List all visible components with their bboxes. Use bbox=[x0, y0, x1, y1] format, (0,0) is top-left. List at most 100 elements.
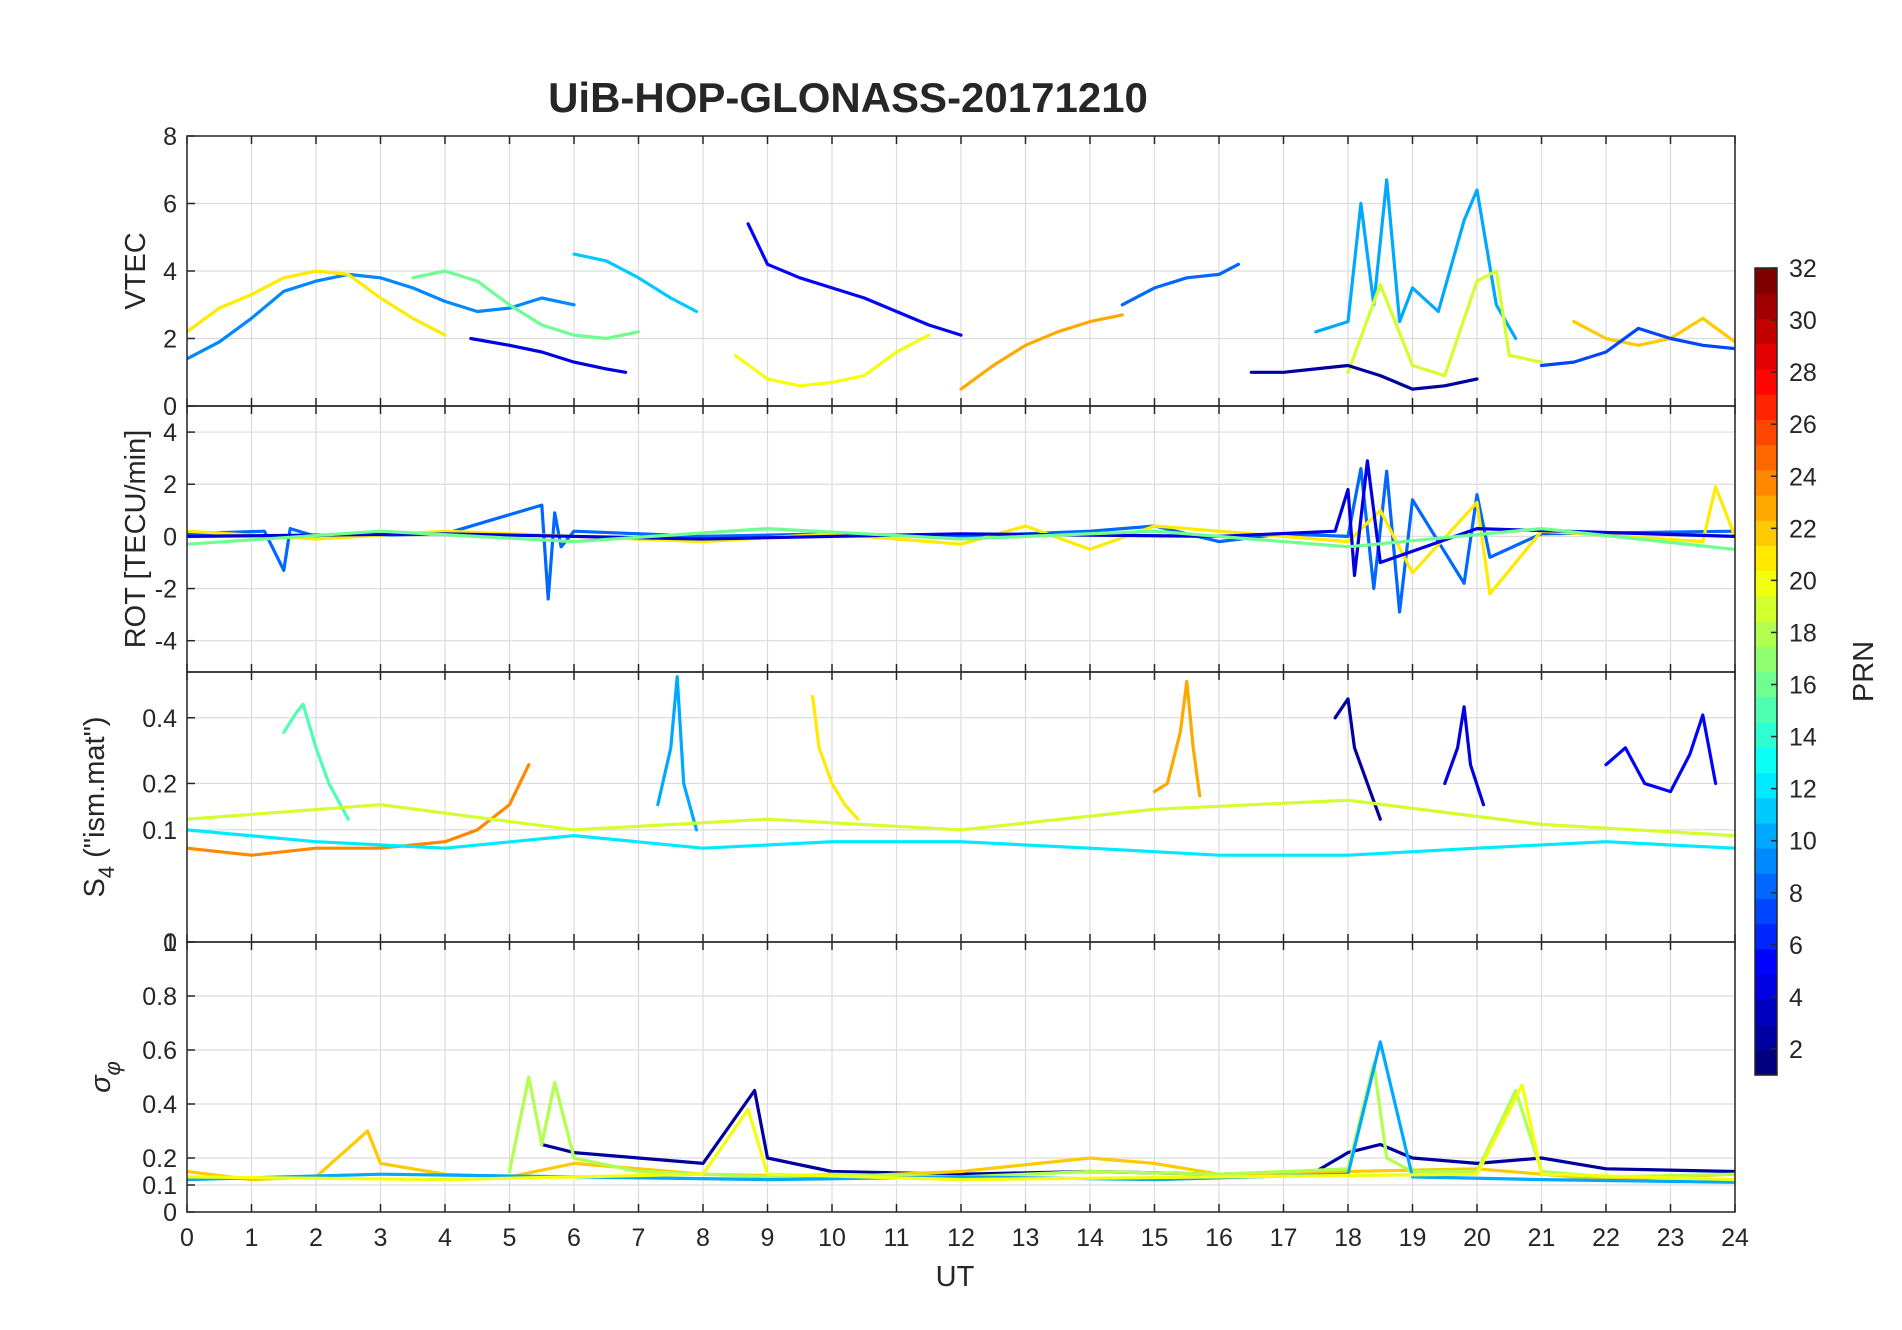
y-axis-label: S4 ("ism.mat") bbox=[79, 716, 119, 897]
colorbar-label: PRN bbox=[1848, 641, 1880, 702]
x-tick-label: 20 bbox=[1463, 1224, 1491, 1252]
y-axis-label: σφ bbox=[85, 1061, 125, 1093]
y-tick-label: 0 bbox=[163, 393, 177, 421]
colorbar-segment bbox=[1755, 545, 1777, 572]
y-tick-label: 2 bbox=[163, 326, 177, 354]
colorbar-segment bbox=[1755, 898, 1777, 925]
colorbar-segment bbox=[1755, 318, 1777, 345]
x-tick-label: 9 bbox=[761, 1224, 775, 1252]
x-tick-label: 4 bbox=[438, 1224, 452, 1252]
y-tick-label: 0 bbox=[163, 1199, 177, 1227]
series-line-prn-21 bbox=[810, 694, 860, 821]
y-tick-label: 0 bbox=[163, 929, 177, 957]
colorbar-segment bbox=[1755, 747, 1777, 773]
series-line-prn-19 bbox=[187, 798, 1735, 838]
series-line-prn-24 bbox=[187, 763, 531, 857]
colorbar-tick-label: 22 bbox=[1789, 515, 1817, 543]
colorbar-segment bbox=[1755, 595, 1777, 622]
colorbar-tick-label: 26 bbox=[1789, 411, 1817, 439]
y-tick-label: 6 bbox=[163, 191, 177, 219]
x-tick-label: 2 bbox=[309, 1224, 323, 1252]
x-tick-label: 18 bbox=[1334, 1224, 1362, 1252]
colorbar-segment bbox=[1755, 923, 1777, 950]
colorbar-segment bbox=[1755, 721, 1777, 748]
colorbar-segment bbox=[1755, 999, 1777, 1026]
y-tick-label: -2 bbox=[155, 576, 177, 604]
colorbar-segment bbox=[1755, 469, 1777, 496]
colorbar-tick-label: 20 bbox=[1789, 567, 1817, 595]
series-group bbox=[187, 675, 1735, 857]
x-tick-label: 14 bbox=[1076, 1224, 1104, 1252]
colorbar-tick-label: 2 bbox=[1789, 1036, 1803, 1064]
panel-rot: -4 -2 0 2 4 ROT [TECU/min] bbox=[120, 405, 1736, 673]
y-tick-label: 0.6 bbox=[142, 1037, 177, 1065]
y-tick-label: 8 bbox=[163, 123, 177, 151]
series-line-prn-9 bbox=[187, 272, 576, 361]
series-line-prn-16 bbox=[187, 526, 1735, 552]
x-tick-label: 7 bbox=[632, 1224, 646, 1252]
colorbar-segment bbox=[1755, 772, 1777, 799]
x-tick-label: 23 bbox=[1657, 1224, 1685, 1252]
y-tick-label: 0.1 bbox=[142, 817, 177, 845]
colorbar-tick-label: 24 bbox=[1789, 463, 1817, 491]
series-line-prn-4 bbox=[1443, 705, 1486, 807]
y-tick-label: 0.1 bbox=[142, 1172, 177, 1200]
colorbar-tick-label: 18 bbox=[1789, 619, 1817, 647]
colorbar-segment bbox=[1755, 948, 1777, 975]
series-line-prn-11 bbox=[572, 252, 699, 314]
colorbar-segment bbox=[1755, 621, 1777, 647]
panel-s4: 0 0.1 0.2 0.4 S4 ("ism.mat") bbox=[79, 671, 1736, 957]
colorbar-tick-label: 32 bbox=[1789, 255, 1817, 283]
x-tick-label: 0 bbox=[180, 1224, 194, 1252]
colorbar-segment bbox=[1755, 368, 1777, 395]
x-tick-label: 3 bbox=[374, 1224, 388, 1252]
series-group bbox=[187, 178, 1735, 391]
colorbar-segment bbox=[1755, 268, 1777, 294]
series-line-prn-21 bbox=[187, 269, 447, 337]
series-line-prn-4 bbox=[469, 336, 628, 374]
colorbar-segment bbox=[1755, 974, 1777, 1000]
colorbar-segment bbox=[1755, 293, 1777, 320]
x-tick-label: 24 bbox=[1721, 1224, 1749, 1252]
colorbar-segment bbox=[1755, 848, 1777, 874]
colorbar-segment bbox=[1755, 1049, 1777, 1076]
x-tick-label: 6 bbox=[567, 1224, 581, 1252]
y-tick-label: 0 bbox=[163, 523, 177, 551]
colorbar-segment bbox=[1755, 494, 1777, 521]
chart-title: UiB-HOP-GLONASS-20171210 bbox=[548, 74, 1148, 121]
series-line-prn-10 bbox=[187, 1040, 1735, 1184]
colorbar-segment bbox=[1755, 797, 1777, 824]
x-tick-label: 16 bbox=[1205, 1224, 1233, 1252]
x-axis-label: UT bbox=[936, 1261, 975, 1293]
y-tick-label: 1 bbox=[163, 929, 177, 957]
y-tick-label: 4 bbox=[163, 419, 177, 447]
colorbar-tick-label: 14 bbox=[1789, 724, 1817, 752]
colorbar-segment bbox=[1755, 520, 1777, 547]
colorbar-segment bbox=[1755, 570, 1777, 597]
x-tick-label: 21 bbox=[1528, 1224, 1556, 1252]
series-line-prn-16 bbox=[411, 269, 641, 341]
x-tick-label: 1 bbox=[245, 1224, 259, 1252]
series-line-prn-8 bbox=[1120, 262, 1241, 307]
series-line-prn-5 bbox=[1604, 713, 1718, 794]
y-tick-label: 0.8 bbox=[142, 983, 177, 1011]
colorbar-tick-label: 10 bbox=[1789, 828, 1817, 856]
series-line-prn-2 bbox=[1333, 697, 1382, 821]
series-line-prn-5 bbox=[746, 222, 963, 337]
series-line-prn-12 bbox=[187, 828, 1735, 857]
x-tick-label: 5 bbox=[503, 1224, 517, 1252]
colorbar-tick-label: 16 bbox=[1789, 672, 1817, 700]
x-tick-label: 8 bbox=[696, 1224, 710, 1252]
series-line-prn-23 bbox=[1152, 679, 1202, 798]
x-tick-label: 11 bbox=[884, 1224, 910, 1252]
x-tick-label: 12 bbox=[947, 1224, 975, 1252]
series-line-prn-2 bbox=[1249, 363, 1479, 391]
colorbar-segment bbox=[1755, 444, 1777, 471]
colorbar-segment bbox=[1755, 822, 1777, 849]
y-tick-label: 2 bbox=[163, 471, 177, 499]
colorbar-segment bbox=[1755, 419, 1777, 446]
